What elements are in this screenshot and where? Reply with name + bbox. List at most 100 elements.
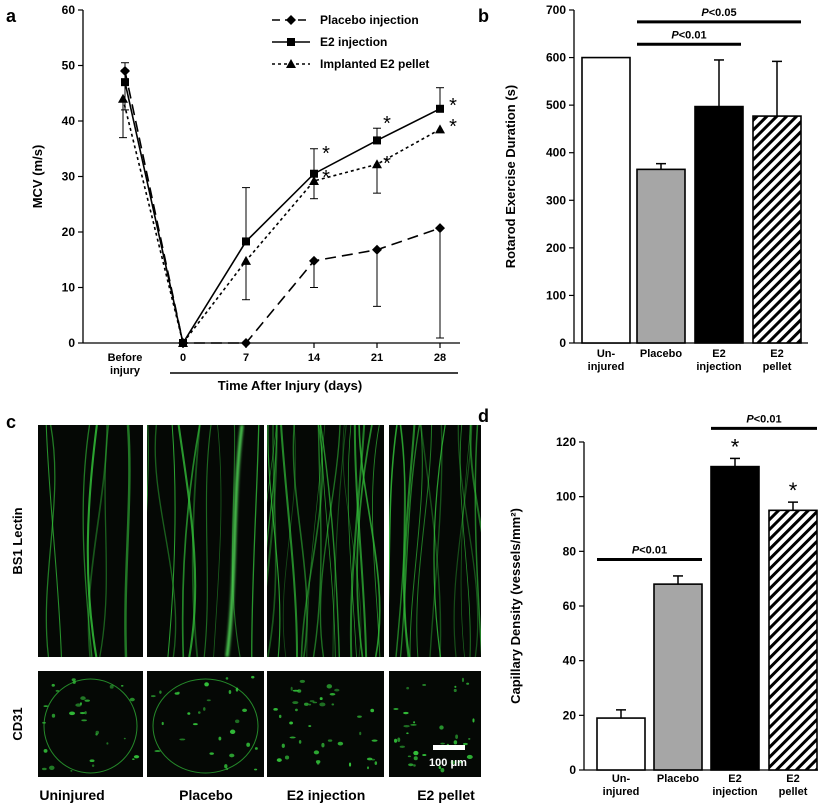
data-point-triangle [309,175,319,185]
capillary-dot [251,675,255,679]
micrograph-background [38,671,143,777]
data-point-diamond [241,338,251,348]
capillary-dot [79,702,82,706]
vessel-strand [213,425,222,657]
vessel-strand [99,425,110,657]
category-label-b: Un-injured [588,348,625,373]
capillary-dot [312,701,318,704]
capillary-dot [357,715,362,718]
capillary-dot [397,737,401,743]
legend-label-2: Implanted E2 pellet [320,57,429,71]
data-point-diamond [372,244,382,255]
y-tick-label-b: 500 [546,98,566,112]
bar-b-2 [694,105,744,344]
data-point-diamond [435,223,445,234]
data-point-triangle [435,124,445,134]
micrograph-background [147,425,264,657]
bar-b-0 [581,56,631,344]
capillary-dot [393,738,398,743]
micrograph-1-1 [147,671,264,777]
capillary-dot [331,703,335,706]
bar-d-3 [768,509,818,771]
capillary-dot [70,770,73,772]
vessel-strand [181,425,201,657]
vessel-strand [429,425,443,657]
vessel-strand [177,425,197,657]
vessel-strand [395,425,406,657]
significance-star-a: * [449,116,457,138]
capillary-dot [463,742,468,746]
capillary-dot [254,768,258,771]
y-tick-label-a: 40 [62,114,76,128]
capillary-dot [316,762,320,765]
legend-marker-square [287,38,295,46]
capillary-dot [109,684,114,689]
micrograph-1-3 [389,671,481,777]
capillary-dot [308,703,312,706]
vessel-strand [167,425,176,657]
capillary-dot [292,701,299,705]
capillary-dot [290,686,293,691]
capillary-dot [120,685,124,687]
capillary-dot [453,740,458,745]
series-line-1 [124,81,441,346]
vessel-strand [267,425,278,588]
category-label-d: Un-injured [603,773,640,798]
capillary-dot [457,761,463,764]
column-label-1: Placebo [179,787,233,803]
vessel-strand [474,425,481,656]
x-tick-label-a: 14 [308,352,321,364]
capillary-dot [453,688,457,693]
capillary-dot [225,677,229,680]
capillary-dot [313,750,320,755]
micrograph-background [267,671,384,777]
data-point-square [121,78,129,87]
vessel-strand [267,425,278,549]
capillary-dot [51,683,55,687]
y-tick-label-b: 700 [546,3,566,17]
micrograph-1-2 [267,671,384,777]
significance-star-a: * [322,167,330,189]
capillary-dot [129,697,135,702]
capillary-dot [161,721,164,726]
vessel-strand [356,425,373,657]
bar-b-3 [752,115,802,344]
capillary-dot [177,691,180,694]
capillary-dot [315,760,321,764]
category-label-d: E2 pellet [779,773,808,798]
legend-marker-diamond [286,15,296,25]
data-point-square [373,136,381,145]
y-tick-label-d: 40 [563,654,577,668]
legend-label-1: E2 injection [320,35,387,49]
capillary-dot [84,699,90,702]
capillary-dot [43,705,49,708]
y-tick-label-b: 600 [546,51,566,65]
row-label-0: BS1 Lectin [10,507,25,574]
vessel-strand [312,425,322,657]
micrograph-0-3 [389,425,481,657]
vessel-strand [342,425,362,657]
capillary-dot [159,690,162,694]
capillary-dot [204,682,209,687]
vessel-strand [389,425,398,605]
capillary-dot [278,714,282,719]
capillary-dot [80,696,86,700]
capillary-dot [55,689,60,692]
capillary-dot [308,725,312,727]
capillary-dot [254,747,258,750]
data-point-triangle [372,159,382,169]
x-axis-title-a: Time After Injury (days) [218,378,362,393]
capillary-dot [298,740,302,744]
scale-bar [433,745,465,750]
capillary-dot [69,711,76,716]
column-label-0: Uninjured [39,787,104,803]
y-tick-label-d: 80 [563,544,577,558]
vessel-strand [409,425,423,657]
capillary-dot [51,713,56,718]
capillary-dot [422,754,427,757]
capillary-dot [422,684,427,686]
vessel-strand [45,425,62,657]
nerve-cross-section [152,678,259,774]
vessel-strand [332,425,347,657]
vessel-strand [371,425,381,657]
